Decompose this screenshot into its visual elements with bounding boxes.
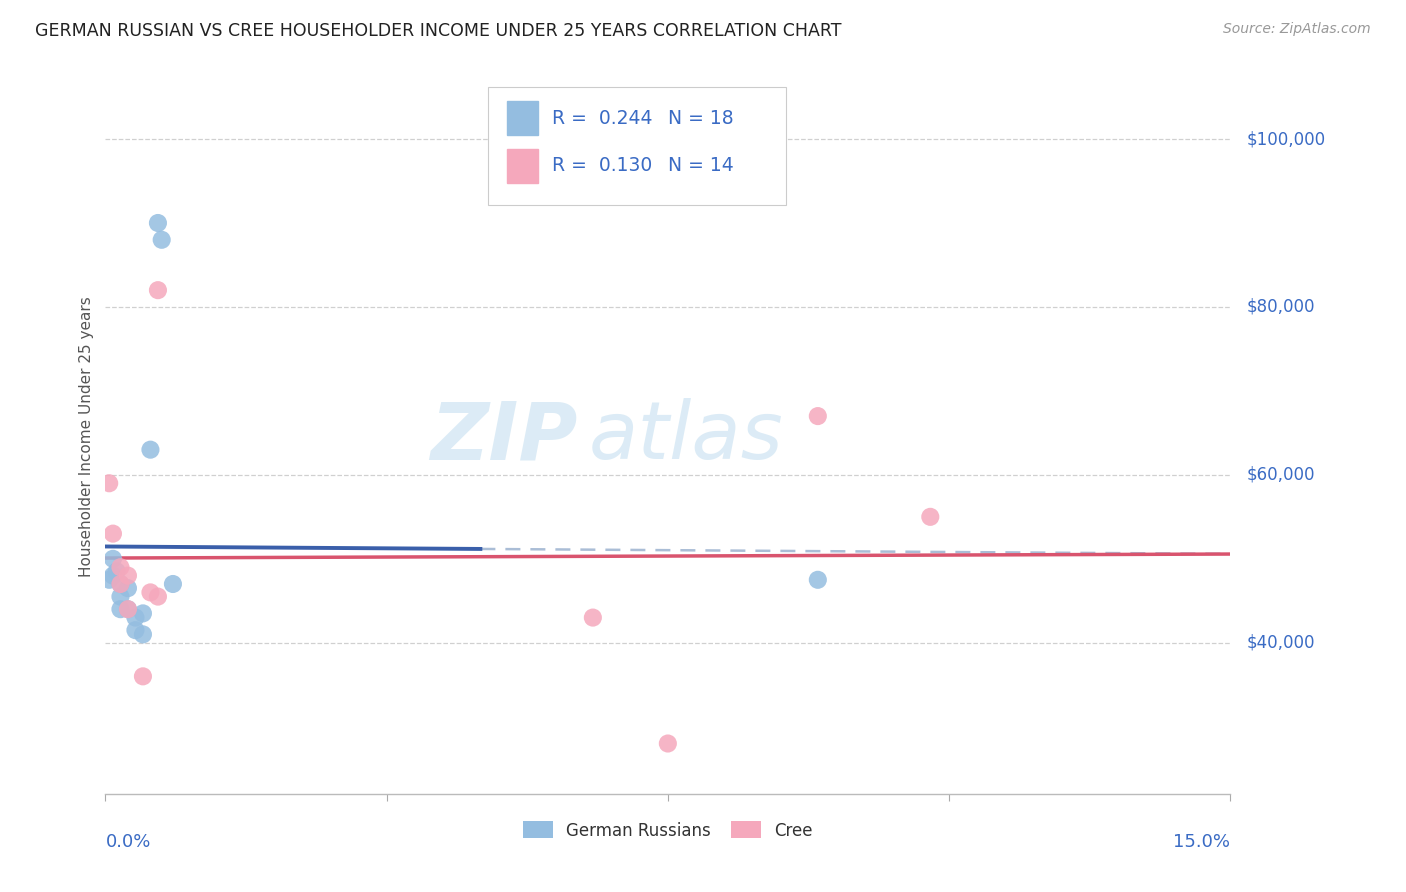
Text: $60,000: $60,000 (1247, 466, 1316, 483)
FancyBboxPatch shape (488, 87, 786, 205)
Text: 15.0%: 15.0% (1173, 833, 1230, 851)
Point (110, 577, 132, 591)
Text: R =  0.130: R = 0.130 (553, 156, 652, 176)
Point (124, 623, 146, 637)
Text: $40,000: $40,000 (1247, 633, 1316, 652)
Point (807, 573, 830, 587)
Point (101, 526, 124, 541)
Point (146, 590, 169, 604)
Point (117, 581, 139, 595)
Point (101, 568, 124, 582)
Point (582, 610, 605, 624)
Text: ZIP: ZIP (430, 398, 578, 476)
Point (110, 560, 132, 574)
Text: GERMAN RUSSIAN VS CREE HOUSEHOLDER INCOME UNDER 25 YEARS CORRELATION CHART: GERMAN RUSSIAN VS CREE HOUSEHOLDER INCOM… (35, 22, 842, 40)
Text: R =  0.244: R = 0.244 (553, 109, 652, 128)
Text: $80,000: $80,000 (1247, 298, 1316, 316)
Point (124, 610, 146, 624)
Point (105, 565, 128, 579)
Point (132, 607, 155, 621)
Text: atlas: atlas (589, 398, 785, 476)
Text: 0.0%: 0.0% (105, 833, 150, 851)
Point (657, 737, 679, 751)
Point (132, 669, 155, 683)
Text: N = 18: N = 18 (668, 109, 734, 128)
Text: N = 14: N = 14 (668, 156, 734, 176)
Point (110, 602, 132, 616)
Legend: German Russians, Cree: German Russians, Cree (516, 814, 820, 847)
Point (110, 577, 132, 591)
Bar (508, 101, 538, 136)
Point (146, 283, 169, 297)
Text: $100,000: $100,000 (1247, 130, 1326, 148)
Point (162, 577, 184, 591)
Point (150, 233, 173, 247)
Y-axis label: Householder Income Under 25 years: Householder Income Under 25 years (79, 297, 94, 577)
Point (139, 585, 162, 599)
Point (132, 627, 155, 641)
Point (101, 551, 124, 566)
Point (920, 509, 942, 524)
Point (807, 409, 830, 423)
Point (110, 590, 132, 604)
Point (139, 442, 162, 457)
Point (117, 568, 139, 582)
Point (98, 573, 121, 587)
Point (117, 602, 139, 616)
Point (146, 216, 169, 230)
Text: Source: ZipAtlas.com: Source: ZipAtlas.com (1223, 22, 1371, 37)
Bar (508, 149, 538, 183)
Point (98, 476, 121, 491)
Point (117, 602, 139, 616)
